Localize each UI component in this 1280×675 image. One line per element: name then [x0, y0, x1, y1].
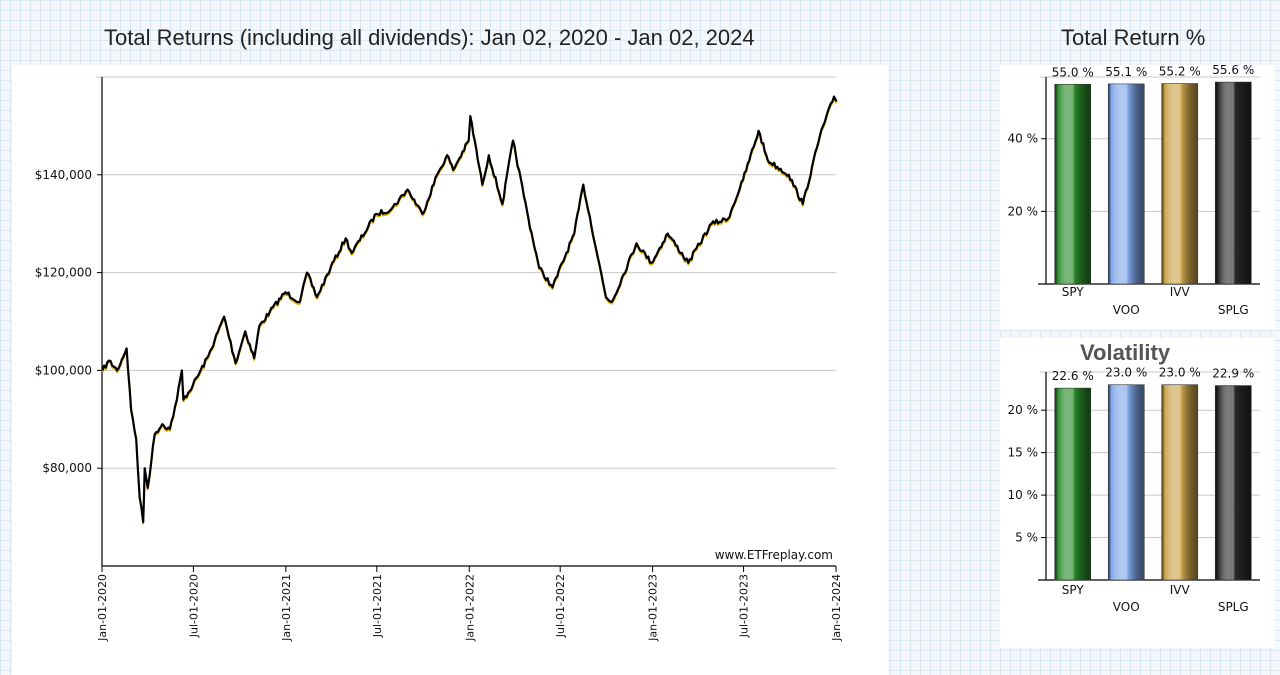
bar-shading	[1107, 83, 1145, 285]
category-label: SPLG	[1218, 600, 1249, 614]
x-tick-label: Jul-01-2023	[738, 574, 751, 638]
watermark: www.ETFreplay.com	[715, 548, 833, 562]
bar-shading	[1214, 385, 1252, 581]
bar-value-label: 55.2 %	[1159, 65, 1201, 79]
bar-value-label: 55.0 %	[1052, 65, 1094, 79]
series-line-primary	[101, 95, 838, 524]
bar-value-label: 22.6 %	[1052, 369, 1094, 383]
category-label: IVV	[1170, 583, 1191, 597]
category-label: VOO	[1113, 303, 1140, 317]
bar-shading	[1161, 83, 1199, 285]
category-label: SPY	[1062, 583, 1085, 597]
chart-title: Total Returns (including all dividends):…	[104, 25, 755, 50]
category-label: SPY	[1062, 285, 1085, 299]
bar-shading	[1161, 384, 1199, 581]
y-tick-label: 5 %	[1015, 531, 1038, 545]
bar-value-label: 23.0 %	[1105, 366, 1147, 380]
x-tick-label: Jan-01-2023	[647, 574, 660, 642]
total-return-title: Total Return %	[1061, 25, 1206, 50]
category-label: VOO	[1113, 600, 1140, 614]
x-tick-label: Jul-01-2022	[554, 574, 567, 638]
y-tick-label: $80,000	[42, 461, 92, 475]
x-tick-label: Jan-01-2024	[830, 574, 843, 642]
x-tick-label: Jan-01-2020	[96, 574, 109, 642]
y-tick-label: $120,000	[35, 266, 92, 280]
bar-value-label: 23.0 %	[1159, 366, 1201, 380]
y-tick-label: 10 %	[1008, 488, 1039, 502]
x-tick-label: Jul-01-2021	[371, 574, 384, 638]
volatility-title: Volatility	[1080, 340, 1171, 365]
category-label: SPLG	[1218, 303, 1249, 317]
bar-value-label: 55.1 %	[1105, 65, 1147, 79]
bar-value-label: 55.6 %	[1212, 63, 1254, 77]
x-tick-label: Jan-01-2022	[463, 574, 476, 642]
y-tick-label: 20 %	[1008, 403, 1039, 417]
bar-shading	[1107, 384, 1145, 581]
y-tick-label: 15 %	[1008, 446, 1039, 460]
y-tick-label: 20 %	[1008, 204, 1039, 218]
bar-value-label: 22.9 %	[1212, 367, 1254, 381]
y-tick-label: $100,000	[35, 363, 92, 377]
bar-shading	[1054, 83, 1092, 285]
bar-shading	[1054, 387, 1092, 581]
x-tick-label: Jul-01-2020	[187, 574, 200, 638]
y-tick-label: $140,000	[35, 168, 92, 182]
x-tick-label: Jan-01-2021	[280, 574, 293, 642]
bar-shading	[1214, 81, 1252, 285]
y-tick-label: 40 %	[1008, 132, 1039, 146]
category-label: IVV	[1170, 285, 1191, 299]
